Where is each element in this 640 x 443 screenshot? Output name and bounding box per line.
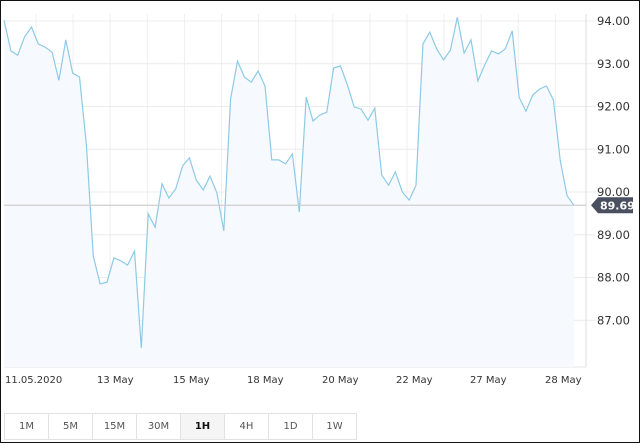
timeframe-button-1h[interactable]: 1H [181, 414, 225, 439]
y-tick-label: 92.00 [597, 100, 630, 114]
y-tick-label: 87.00 [597, 313, 630, 327]
timeframe-button-1m[interactable]: 1M [5, 414, 49, 439]
y-tick-label: 91.00 [597, 142, 630, 156]
timeframe-button-30m[interactable]: 30M [137, 414, 181, 439]
x-tick-label: 28 May [545, 375, 582, 386]
timeframe-button-15m[interactable]: 15M [93, 414, 137, 439]
current-price-badge [591, 197, 633, 214]
x-tick-label: 27 May [470, 375, 507, 386]
y-tick-label: 88.00 [597, 271, 630, 285]
series-area-fill [4, 17, 574, 367]
timeframe-button-1d[interactable]: 1D [269, 414, 313, 439]
y-tick-label: 94.00 [597, 14, 630, 28]
x-tick-label: 13 May [97, 375, 134, 386]
x-tick-label: 22 May [396, 375, 433, 386]
y-tick-label: 90.00 [597, 185, 630, 199]
y-tick-label: 93.00 [597, 57, 630, 71]
timeframe-button-1w[interactable]: 1W [313, 414, 356, 439]
timeframe-button-5m[interactable]: 5M [49, 414, 93, 439]
current-price-label: 89.69 [600, 199, 635, 212]
timeframe-button-4h[interactable]: 4H [225, 414, 269, 439]
x-tick-label: 18 May [247, 375, 284, 386]
y-tick-label: 89.00 [597, 228, 630, 242]
series-line [3, 17, 575, 349]
x-tick-label: 20 May [322, 375, 359, 386]
x-tick-label: 15 May [173, 375, 210, 386]
timeframe-selector: 1M 5M 15M 30M 1H 4H 1D 1W [4, 413, 357, 440]
x-tick-label: 11.05.2020 [5, 375, 62, 386]
